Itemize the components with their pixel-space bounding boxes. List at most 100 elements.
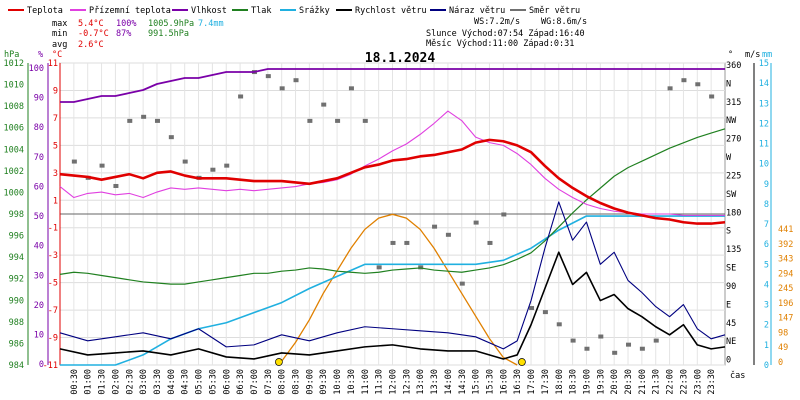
tick-time: 06:00 [222,369,232,395]
tick-time: 01:00 [84,369,94,395]
tick-ms: 1 [764,341,769,351]
stat-max-label: max [52,19,67,29]
stat-avg-temp: 2.6°C [78,40,104,50]
tick-time: 04:00 [167,369,177,395]
wind-dir-point [362,118,368,123]
tick-mm: 294 [778,269,793,279]
tick-hpa: 984 [9,361,24,371]
wind-dir-point [321,102,327,107]
tick-time: 20:30 [624,369,634,395]
tick-time: 00:30 [70,369,80,395]
wind-dir-point [182,159,188,164]
tick-dir: 0 [726,356,731,366]
tick-pct: 50 [34,212,44,222]
tick-hpa: 998 [9,210,24,220]
tick-ms: 6 [764,240,769,250]
tick-dir: SE [726,264,736,274]
wind-dir-point [390,240,396,245]
stat-ws: WS:7.2m/s [474,17,520,27]
wind-dir-point [473,220,479,225]
wind-dir-point [570,338,576,343]
wind-dir-point [584,346,590,351]
tick-pct: 90 [34,94,44,104]
tick-dir: 225 [726,171,741,181]
wind-dir-point [404,240,410,245]
wind-dir-point [335,118,341,123]
tick-mm: 245 [778,284,793,294]
tick-time: 11:00 [361,369,371,395]
tick-pct: 10 [34,330,44,340]
stat-max-hum: 100% [116,19,136,29]
tick-hpa: 1012 [4,59,24,69]
tick-time: 10:00 [333,369,343,395]
tick-time: 17:30 [541,369,551,395]
tick-time: 05:00 [195,369,205,395]
stat-avg-label: avg [52,40,67,50]
tick-pct: 100 [29,64,44,74]
tick-c: -5 [48,279,58,289]
tick-ms: 2 [764,321,769,331]
tick-time: 13:30 [430,369,440,395]
tick-pct: 30 [34,271,44,281]
stat-max-rain: 7.4mm [198,19,224,29]
tick-c: 3 [53,169,58,179]
tick-dir: W [726,153,732,163]
tick-time: 10:30 [347,369,357,395]
wind-dir-point [501,212,507,217]
tick-time: 23:00 [693,369,703,395]
stat-wg: WG:8.6m/s [541,17,587,27]
stat-moon: Měsíc Východ:11:00 Západ:0:31 [426,39,574,49]
tick-c: 7 [53,114,58,124]
tick-hpa: 994 [9,253,24,263]
tick-ms: 15 [759,59,769,69]
wind-dir-point [293,78,299,83]
legend-label: Teplota [27,6,63,16]
wind-dir-point [556,322,562,327]
tick-ms: 7 [764,220,769,230]
tick-time: 13:00 [416,369,426,395]
wind-dir-point [141,114,147,119]
tick-c: -3 [48,251,58,261]
tick-time: 03:30 [153,369,163,395]
wind-dir-point [598,334,604,339]
tick-time: 07:30 [264,369,274,395]
tick-c: 11 [48,59,58,69]
tick-time: 14:30 [458,369,468,395]
series-temp-line [59,138,726,225]
wind-dir-point [279,86,285,91]
wind-dir-point [210,167,216,172]
series-wind-line [59,251,726,360]
tick-hpa: 1000 [4,188,24,198]
series-humidity-line [60,68,725,103]
tick-ms: 4 [764,280,769,290]
tick-hpa: 996 [9,232,24,242]
tick-time: 22:00 [666,369,676,395]
tick-hpa: 988 [9,318,24,328]
legend-label: Vlhkost [191,6,227,16]
legend-label: Srážky [299,6,330,16]
tick-pct: 20 [34,301,44,311]
wind-dir-point [348,86,354,91]
tick-hpa: 1002 [4,167,24,177]
wind-dir-point [154,118,160,123]
stat-min-label: min [52,29,67,39]
tick-hpa: 992 [9,275,24,285]
tick-dir: NW [726,116,737,126]
wind-dir-point [681,78,687,83]
tick-time: 08:30 [292,369,302,395]
tick-dir: 90 [726,282,736,292]
tick-time: 15:30 [485,369,495,395]
tick-time: 19:00 [582,369,592,395]
tick-pct: 40 [34,242,44,252]
wind-dir-point [265,74,271,79]
tick-c: -7 [48,306,58,316]
tick-pct: 70 [34,153,44,163]
wind-dir-point [487,240,493,245]
tick-mm: 0 [778,358,783,368]
tick-c: -11 [43,361,58,371]
chart-title: 18.1.2024 [365,51,436,66]
wind-dir-point [376,265,382,270]
wind-dir-point [168,135,174,140]
wind-dir-point [224,163,230,168]
stat-min-hum: 87% [116,29,131,39]
